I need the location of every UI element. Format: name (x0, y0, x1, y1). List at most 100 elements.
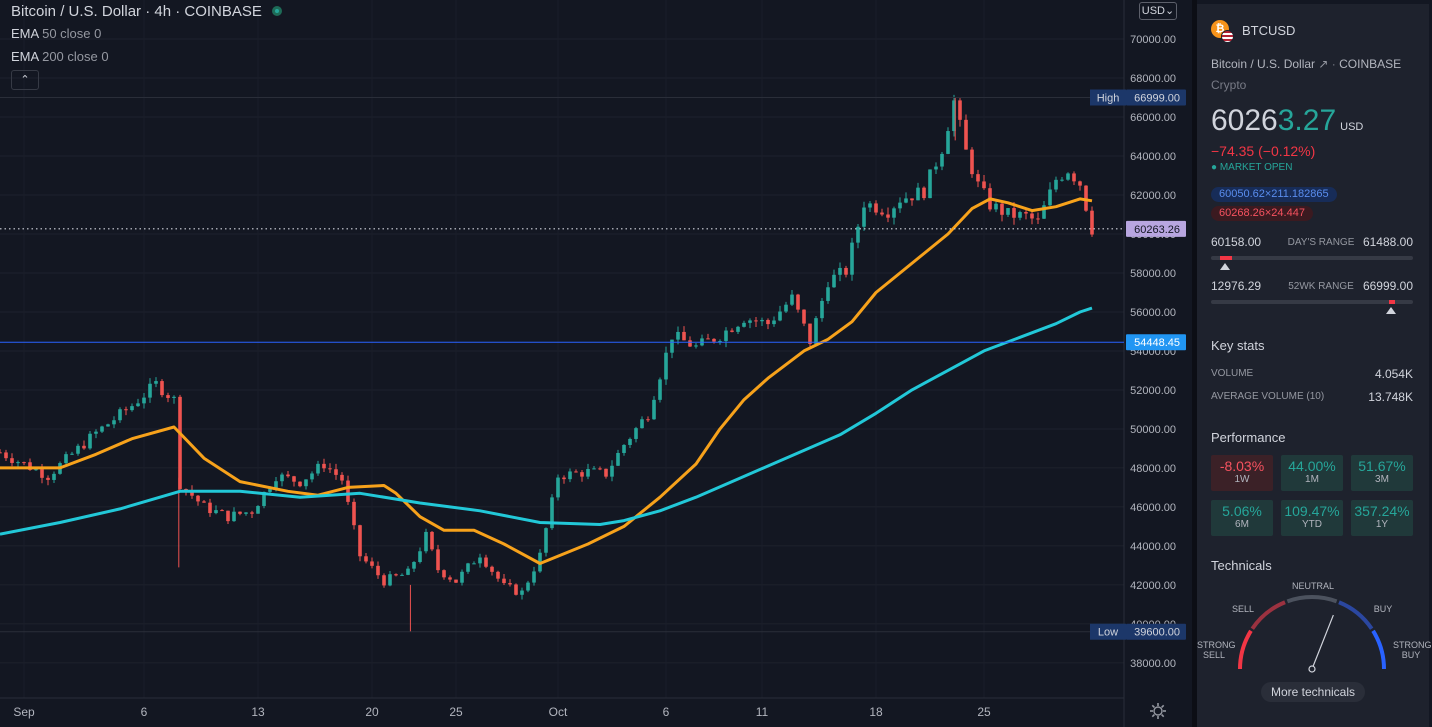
candle-body (772, 320, 776, 325)
candle-body (412, 561, 416, 569)
candle-body (418, 551, 422, 562)
candle-body (718, 341, 722, 343)
ema-200-line (0, 306, 1093, 536)
candle-body (328, 468, 332, 470)
performance-cell-1m: 44.00% 1M (1281, 455, 1343, 491)
y-tick-label: 46000.00 (1130, 502, 1176, 514)
candle-body (460, 571, 464, 583)
candle-body (1072, 173, 1076, 182)
indicator-ema-200[interactable]: EMA 200 close 0 (11, 49, 109, 64)
candle-body (472, 563, 476, 565)
candle-body (868, 203, 872, 208)
candle-body (112, 420, 116, 425)
candle-body (100, 426, 104, 432)
symbol-title[interactable]: Bitcoin / U.S. Dollar · 4h · COINBASE (11, 3, 262, 20)
more-technicals-button[interactable]: More technicals (1261, 682, 1365, 702)
gauge-segment (1250, 600, 1286, 630)
candle-body (640, 419, 644, 429)
ticker-symbol[interactable]: BTCUSD (1242, 23, 1296, 38)
gauge-segment (1286, 595, 1338, 604)
external-link-icon[interactable]: ↗ (1318, 57, 1329, 71)
candle-body (1024, 212, 1028, 214)
y-tick-label: 68000.00 (1130, 73, 1176, 85)
price-highlight-digits: 3.27 (1277, 104, 1337, 137)
gauge-segment (1338, 600, 1374, 630)
candle-body (490, 566, 494, 572)
low-price-tag-bg (1126, 623, 1186, 640)
last-price-tag: 60263.26 (1134, 224, 1180, 236)
candle-body (292, 476, 296, 482)
candle-body (814, 318, 818, 344)
candle-body (844, 267, 848, 275)
candle-body (10, 458, 14, 463)
days-range-marker-icon (1220, 263, 1231, 270)
candle-body (832, 274, 836, 288)
candle-body (994, 203, 998, 210)
range-high: 61488.00 (1362, 235, 1413, 249)
candle-body (766, 319, 770, 325)
candle-body (568, 471, 572, 480)
indicator-ema-50[interactable]: EMA 50 close 0 (11, 26, 101, 41)
candle-body (46, 477, 50, 480)
y-tick-label: 70000.00 (1130, 34, 1176, 46)
candle-body (946, 131, 950, 154)
candle-body (394, 574, 398, 576)
candle-body (322, 463, 326, 469)
performance-value: 357.24% (1354, 503, 1410, 519)
y-tick-label: 42000.00 (1130, 580, 1176, 592)
candle-body (316, 463, 320, 474)
gear-icon[interactable] (1149, 702, 1167, 720)
candle-body (850, 242, 854, 275)
symbol-fullname[interactable]: Bitcoin / U.S. Dollar ↗ · COINBASE (1211, 57, 1402, 71)
52wk-range-fill (1388, 300, 1395, 304)
collapse-legend-button[interactable]: ⌃ (11, 70, 39, 90)
stat-label: VOLUME (1211, 368, 1254, 379)
high-price-tag-bg (1126, 89, 1186, 106)
candle-body (214, 510, 218, 514)
exchange-name: COINBASE (1339, 57, 1402, 71)
candle-body (388, 574, 392, 586)
candle-body (94, 431, 98, 434)
technicals-title: Technicals (1211, 558, 1272, 573)
indicator-params: 50 close 0 (42, 26, 102, 41)
technicals-gauge[interactable] (1197, 579, 1429, 679)
panel-separator[interactable] (1192, 0, 1197, 727)
candle-body (496, 571, 500, 579)
performance-period: 6M (1235, 519, 1249, 530)
candle-body (1054, 179, 1058, 190)
gauge-label-strong-buy: STRONG BUY (1393, 640, 1432, 660)
candle-body (574, 471, 578, 473)
candle-body (88, 433, 92, 449)
currency-select[interactable]: USD⌄ (1139, 2, 1177, 20)
candle-body (622, 444, 626, 453)
chart-area[interactable]: 38000.0040000.0042000.0044000.0046000.00… (0, 0, 1192, 727)
candle-body (1078, 181, 1082, 186)
bid-quote: 60050.62×211.182865 (1211, 187, 1337, 202)
candle-body (334, 469, 338, 475)
candle-body (250, 512, 254, 514)
y-tick-label: 64000.00 (1130, 151, 1176, 163)
candle-body (694, 345, 698, 347)
y-tick-label: 66000.00 (1130, 112, 1176, 124)
candle-body (304, 479, 308, 487)
gauge-pivot (1308, 665, 1316, 673)
candle-body (1036, 218, 1040, 220)
candle-body (808, 323, 812, 344)
candle-body (1048, 189, 1052, 206)
candle-body (0, 452, 2, 454)
high-price-tag: 66999.00 (1134, 93, 1180, 105)
candle-body (892, 208, 896, 218)
candle-body (178, 396, 182, 489)
low-price-tag-caption-bg (1090, 623, 1126, 640)
price-chart[interactable]: 38000.0040000.0042000.0044000.0046000.00… (0, 0, 1192, 727)
candle-body (70, 453, 74, 455)
candle-body (118, 409, 122, 421)
stat-average-volume: AVERAGE VOLUME (10) 13.748K (1211, 390, 1413, 404)
candle-body (340, 474, 344, 481)
candle-body (580, 472, 584, 477)
y-tick-label: 48000.00 (1130, 463, 1176, 475)
candle-body (1066, 173, 1070, 180)
candle-body (1084, 185, 1088, 211)
candle-body (82, 445, 86, 449)
candle-body (424, 531, 428, 552)
